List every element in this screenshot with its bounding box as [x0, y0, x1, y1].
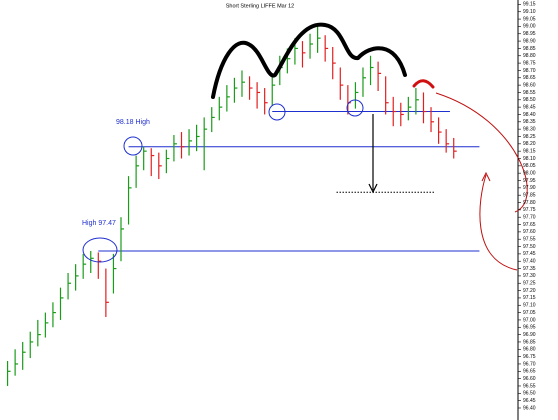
y-tick-label: 98.90: [523, 38, 536, 44]
target-arrow-head: [368, 183, 378, 194]
y-tick-label: 98.70: [523, 68, 536, 74]
chart-title: Short Sterling LIFFE Mar 12: [226, 3, 294, 9]
y-tick-label: 98.50: [523, 97, 536, 103]
y-tick-label: 97.45: [523, 251, 536, 257]
red-arrow-head: [481, 171, 491, 182]
y-tick-label: 97.90: [523, 185, 536, 191]
y-tick-label: 98.95: [523, 31, 536, 37]
y-tick-label: 99.00: [523, 24, 536, 30]
y-tick-label: 98.55: [523, 90, 536, 96]
y-tick-label: 97.55: [523, 237, 536, 243]
y-tick-label: 98.85: [523, 46, 536, 52]
plot: [6, 26, 480, 386]
y-tick-label: 97.85: [523, 193, 536, 199]
y-tick-label: 96.40: [523, 405, 536, 411]
y-tick-label: 98.15: [523, 148, 536, 154]
y-tick-label: 97.35: [523, 266, 536, 272]
y-tick-label: 98.40: [523, 112, 536, 118]
y-tick-label: 98.10: [523, 156, 536, 162]
y-tick-label: 99.05: [523, 16, 536, 22]
y-tick-label: 97.20: [523, 288, 536, 294]
y-tick-label: 97.25: [523, 281, 536, 287]
y-tick-label: 97.05: [523, 310, 536, 316]
head-shoulders-curve: [211, 22, 407, 99]
y-tick-label: 97.75: [523, 207, 536, 213]
highlight-circle: [123, 136, 143, 156]
y-tick-label: 96.65: [523, 369, 536, 375]
y-tick-label: 98.05: [523, 163, 536, 169]
y-tick-label: 97.15: [523, 295, 536, 301]
y-tick-label: 98.00: [523, 171, 536, 177]
y-tick-label: 97.95: [523, 178, 536, 184]
y-tick-label: 97.70: [523, 215, 536, 221]
y-tick-label: 97.40: [523, 259, 536, 265]
y-tick-label: 97.60: [523, 229, 536, 235]
highlight-circle: [346, 99, 364, 117]
y-tick-label: 96.60: [523, 376, 536, 382]
y-tick-label: 99.15: [523, 2, 536, 8]
y-tick-label: 98.30: [523, 126, 536, 132]
y-tick-label: 97.65: [523, 222, 536, 228]
y-tick-label: 97.00: [523, 317, 536, 323]
y-tick-label: 97.30: [523, 273, 536, 279]
y-tick-label: 98.80: [523, 53, 536, 59]
red-curve-arrow: [479, 174, 518, 271]
y-tick-label: 98.25: [523, 134, 536, 140]
y-tick-label: 98.45: [523, 104, 536, 110]
annotation: High 97.47: [82, 220, 116, 227]
y-tick-label: 96.70: [523, 361, 536, 367]
highlight-circle: [268, 103, 286, 121]
y-tick-label: 96.80: [523, 347, 536, 353]
red-curve: [435, 92, 528, 213]
y-tick-label: 98.20: [523, 141, 536, 147]
y-tick-label: 96.95: [523, 325, 536, 331]
highlight-circle: [82, 237, 118, 263]
y-tick-label: 96.85: [523, 339, 536, 345]
y-tick-label: 96.75: [523, 354, 536, 360]
y-tick-label: 97.50: [523, 244, 536, 250]
y-tick-label: 98.75: [523, 60, 536, 66]
y-tick-label: 97.10: [523, 303, 536, 309]
y-tick-label: 99.10: [523, 9, 536, 15]
y-tick-label: 96.90: [523, 332, 536, 338]
y-tick-label: 97.80: [523, 200, 536, 206]
y-tick-label: 96.50: [523, 391, 536, 397]
y-tick-label: 98.65: [523, 75, 536, 81]
y-tick-label: 96.55: [523, 383, 536, 389]
annotation: 98.18 High: [116, 119, 150, 126]
y-tick-label: 98.60: [523, 82, 536, 88]
red-arc: [412, 79, 435, 89]
y-tick-label: 96.45: [523, 398, 536, 404]
y-tick-label: 98.35: [523, 119, 536, 125]
